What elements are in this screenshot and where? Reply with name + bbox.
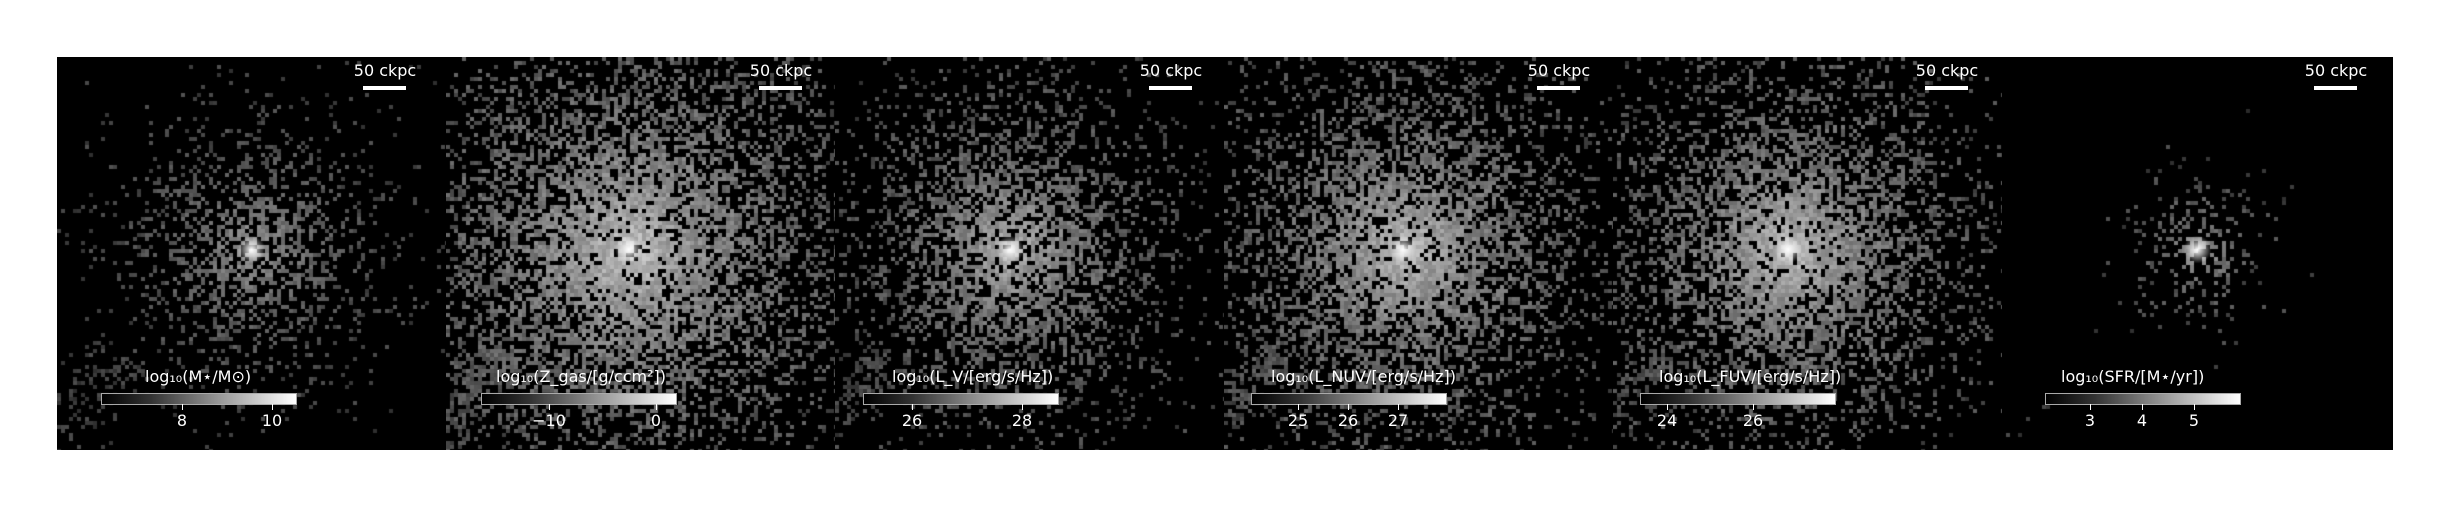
colorbar-tick — [549, 404, 550, 410]
colorbar-tick — [182, 404, 183, 410]
scalebar-label: 50 ckpc — [2304, 61, 2368, 80]
scalebar-line — [1537, 86, 1580, 90]
colorbar — [481, 393, 677, 405]
nuv-luminosity-map — [1224, 57, 1613, 450]
colorbar — [1640, 393, 1836, 405]
colorbar-tick — [1398, 404, 1399, 410]
colorbar-tick — [1298, 404, 1299, 410]
colorbar-tick-label: 24 — [1656, 411, 1678, 430]
colorbar-tick-label: 0 — [650, 411, 662, 430]
panel-fuv-luminosity: 50 ckpc log₁₀(L_FUV/[erg/s/Hz]) 24 26 — [1613, 57, 2002, 450]
colorbar-tick-label: 5 — [2188, 411, 2200, 430]
colorbar-label: log₁₀(L_NUV/[erg/s/Hz]) — [1271, 367, 1456, 386]
figure-strip: 50 ckpc log₁₀(M⋆/M⊙) 8 10 50 ckpc log₁₀(Z… — [57, 57, 2393, 450]
scalebar-label: 50 ckpc — [749, 61, 813, 80]
colorbar-ticks: 25 26 27 — [1251, 57, 1445, 450]
colorbar-label: log₁₀(M⋆/M⊙) — [145, 367, 252, 386]
scalebar-line — [759, 86, 802, 90]
colorbar-ticks: −10 0 — [481, 57, 675, 450]
colorbar-tick — [272, 404, 273, 410]
colorbar — [1251, 393, 1447, 405]
colorbar-ticks: 8 10 — [101, 57, 295, 450]
colorbar-tick-label: 4 — [2136, 411, 2148, 430]
colorbar-tick — [2090, 404, 2091, 410]
panel-gas-metallicity: 50 ckpc log₁₀(Z_gas/[g/ccm²]) −10 0 — [446, 57, 835, 450]
scalebar-label: 50 ckpc — [1527, 61, 1591, 80]
panel-sfr: 50 ckpc log₁₀(SFR/[M⋆/yr]) 3 4 5 — [2002, 57, 2393, 450]
colorbar-ticks: 26 28 — [863, 57, 1057, 450]
colorbar-label: log₁₀(SFR/[M⋆/yr]) — [2061, 367, 2205, 386]
scalebar-label: 50 ckpc — [1915, 61, 1979, 80]
panel-nuv-luminosity: 50 ckpc log₁₀(L_NUV/[erg/s/Hz]) 25 26 27 — [1224, 57, 1613, 450]
colorbar-tick — [912, 404, 913, 410]
colorbar-label: log₁₀(L_V/[erg/s/Hz]) — [892, 367, 1054, 386]
colorbar-tick-label: 26 — [1742, 411, 1764, 430]
colorbar — [863, 393, 1059, 405]
fuv-luminosity-map — [1613, 57, 2002, 450]
scalebar-label: 50 ckpc — [353, 61, 417, 80]
colorbar-tick-label: 26 — [1337, 411, 1359, 430]
colorbar-tick-label: 28 — [1011, 411, 1033, 430]
colorbar-tick — [1348, 404, 1349, 410]
colorbar-label: log₁₀(Z_gas/[g/ccm²]) — [496, 367, 666, 386]
panel-v-band-luminosity: 50 ckpc log₁₀(L_V/[erg/s/Hz]) 26 28 — [835, 57, 1224, 450]
panel-stellar-mass: 50 ckpc log₁₀(M⋆/M⊙) 8 10 — [57, 57, 446, 450]
colorbar-tick-label: 3 — [2084, 411, 2096, 430]
gas-metallicity-map — [446, 57, 835, 450]
colorbar-tick-label: 27 — [1387, 411, 1409, 430]
scalebar-line — [363, 86, 406, 90]
sfr-map — [2002, 57, 2393, 450]
colorbar-ticks: 3 4 5 — [2045, 57, 2239, 450]
colorbar-ticks: 24 26 — [1640, 57, 1834, 450]
colorbar-tick — [2194, 404, 2195, 410]
colorbar-tick-label: 8 — [176, 411, 188, 430]
colorbar-tick — [2142, 404, 2143, 410]
colorbar-label: log₁₀(L_FUV/[erg/s/Hz]) — [1659, 367, 1842, 386]
colorbar-tick — [1753, 404, 1754, 410]
stellar-mass-map — [57, 57, 446, 450]
colorbar — [101, 393, 297, 405]
colorbar-tick-label: −10 — [532, 411, 566, 430]
scalebar-line — [1925, 86, 1968, 90]
colorbar-tick-label: 25 — [1287, 411, 1309, 430]
colorbar-tick — [1022, 404, 1023, 410]
colorbar-tick-label: 10 — [261, 411, 283, 430]
colorbar-tick — [1667, 404, 1668, 410]
colorbar-tick — [656, 404, 657, 410]
colorbar — [2045, 393, 2241, 405]
v-band-luminosity-map — [835, 57, 1224, 450]
scalebar-label: 50 ckpc — [1139, 61, 1203, 80]
scalebar-line — [2314, 86, 2357, 90]
colorbar-tick-label: 26 — [901, 411, 923, 430]
scalebar-line — [1149, 86, 1192, 90]
